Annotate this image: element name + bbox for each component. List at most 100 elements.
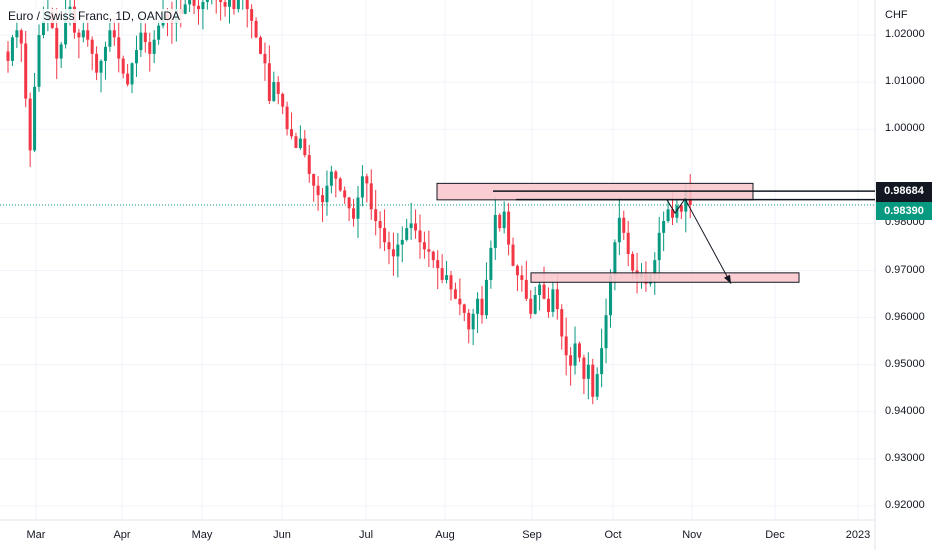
candle-body <box>232 0 236 10</box>
candle-body <box>259 37 263 54</box>
candle-body <box>219 0 223 3</box>
candle-body <box>427 249 431 252</box>
candle-body <box>254 20 258 38</box>
candle-body <box>582 357 586 379</box>
candle-body <box>117 37 121 59</box>
candle-body <box>294 136 298 149</box>
candle-body <box>126 73 130 85</box>
candle-body <box>81 30 85 38</box>
price-tick-label: 0.94000 <box>885 404 925 417</box>
candle-body <box>112 30 116 38</box>
candle-body <box>329 171 333 186</box>
candle-body <box>10 37 14 61</box>
candle-body <box>409 223 413 229</box>
candle-body <box>626 232 630 255</box>
candle-body <box>524 279 528 299</box>
candle-body <box>613 242 617 276</box>
time-tick-label: Apr <box>113 529 131 541</box>
candle-body <box>533 294 537 314</box>
candle-body <box>662 221 666 233</box>
candle-body <box>462 304 466 313</box>
price-label-badge: 0.98684 <box>876 182 932 201</box>
time-tick-label: May <box>191 529 213 541</box>
candle-body <box>196 5 200 10</box>
candle-body <box>617 217 621 243</box>
candle-body <box>15 30 19 38</box>
candle-body <box>325 185 329 203</box>
time-tick-label: Oct <box>604 529 622 541</box>
candle-body <box>507 211 511 245</box>
candle-body <box>471 313 475 330</box>
price-tick-label: 0.97000 <box>885 263 925 276</box>
price-tick-label: 0.92000 <box>885 499 925 511</box>
time-tick-label: Nov <box>682 529 702 541</box>
candle-body <box>245 0 249 10</box>
candle-body <box>551 289 555 312</box>
price-tick-label: 1.00000 <box>885 122 925 135</box>
candle-body <box>502 211 506 229</box>
candle-body <box>489 247 493 280</box>
candle-body <box>250 9 254 21</box>
candle-body <box>24 43 28 99</box>
candle-body <box>267 63 271 101</box>
candle-body <box>396 244 400 257</box>
candle-body <box>622 217 626 233</box>
candle-body <box>223 2 227 7</box>
candle-body <box>134 50 138 64</box>
candle-body <box>436 260 440 269</box>
candle-body <box>458 298 462 305</box>
candle-body <box>577 343 581 358</box>
candle-body <box>608 275 612 316</box>
candle-body <box>515 265 519 276</box>
candle-body <box>418 230 422 243</box>
candle-body <box>33 86 37 151</box>
candle-body <box>671 209 674 218</box>
projection-path[interactable] <box>666 197 732 284</box>
candle-body <box>600 348 604 375</box>
candle-body <box>604 315 608 349</box>
candle-body <box>228 0 231 7</box>
candle-body <box>347 197 351 209</box>
candle-body <box>316 185 320 196</box>
candle-body <box>493 214 497 248</box>
candle-body <box>529 298 533 314</box>
time-tick-label: Jul <box>358 529 374 541</box>
candle-body <box>383 228 387 243</box>
candle-body <box>591 364 595 397</box>
candle-body <box>6 51 10 61</box>
candle-body <box>511 244 515 266</box>
candle-body <box>555 289 559 310</box>
candle-body <box>586 364 590 379</box>
candle-body <box>90 39 94 54</box>
candle-body <box>188 0 192 5</box>
candle-body <box>538 284 542 295</box>
candle-body <box>55 27 59 59</box>
candle-body <box>103 46 107 61</box>
candle-body <box>374 209 378 222</box>
candle-body <box>653 260 657 276</box>
candle-body <box>321 195 325 203</box>
price-tick-label: 1.01000 <box>885 75 925 88</box>
candle-body <box>285 106 289 130</box>
candle-body <box>334 171 338 179</box>
candle-body <box>476 298 480 314</box>
candle-body <box>298 138 302 149</box>
candle-body <box>41 20 45 35</box>
candle-body <box>352 208 356 219</box>
candle-body <box>307 155 311 174</box>
candle-body <box>573 343 577 366</box>
candle-body <box>657 232 661 261</box>
price-tick-label: 0.96000 <box>885 310 925 323</box>
candle-body <box>121 58 125 74</box>
candle-body <box>152 39 156 54</box>
candle-body <box>684 191 688 212</box>
time-tick-label: Sep <box>522 529 542 541</box>
candle-body <box>205 0 209 3</box>
support-zone[interactable] <box>530 272 800 283</box>
candle-body <box>666 209 670 222</box>
candle-body <box>139 32 143 51</box>
candle-body <box>183 4 187 14</box>
candle-body <box>95 53 99 73</box>
candle-body <box>484 279 488 316</box>
